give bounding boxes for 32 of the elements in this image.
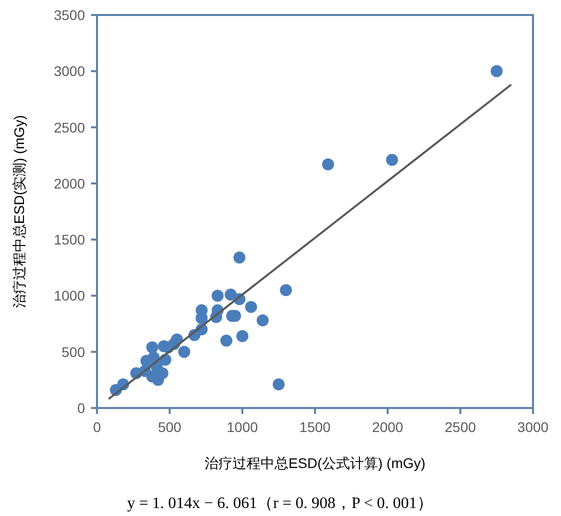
- point: [146, 341, 158, 354]
- y-tick-label: 1000: [54, 288, 86, 304]
- y-tick-label: 3500: [54, 7, 86, 23]
- y-tick-label: 1500: [54, 232, 86, 248]
- y-tick-label: 500: [62, 344, 86, 360]
- x-axis-title: 治疗过程中总ESD(公式计算) (mGy): [204, 455, 426, 471]
- point: [233, 252, 246, 264]
- x-tick-label: 2000: [372, 419, 404, 435]
- point: [272, 378, 285, 390]
- point: [224, 288, 237, 301]
- point: [178, 346, 190, 358]
- x-tick-label: 1000: [226, 419, 258, 435]
- y-axis-title: 治疗过程中总ESD(实测) (mGy): [11, 115, 27, 308]
- point: [236, 330, 248, 342]
- y-tick-label: 2000: [54, 175, 86, 192]
- x-tick-label: 500: [158, 419, 182, 435]
- point: [220, 334, 232, 347]
- x-tick-label: 1500: [299, 419, 331, 435]
- y-tick-label: 2500: [54, 119, 86, 136]
- x-tick-label: 0: [93, 419, 102, 435]
- text: y = 1. 014x − 6. 061（r = 0. 908，P < 0. 001）: [127, 495, 433, 512]
- x-tick-label: 2500: [444, 419, 476, 435]
- point: [490, 65, 503, 78]
- point: [256, 314, 269, 326]
- y-tick-label: 3000: [54, 63, 86, 80]
- point: [322, 158, 334, 170]
- point: [212, 290, 224, 302]
- x-tick-label: 3000: [517, 419, 549, 435]
- point: [280, 284, 292, 296]
- point: [386, 154, 398, 166]
- y-tick-label: 0: [77, 400, 86, 416]
- point: [245, 300, 258, 313]
